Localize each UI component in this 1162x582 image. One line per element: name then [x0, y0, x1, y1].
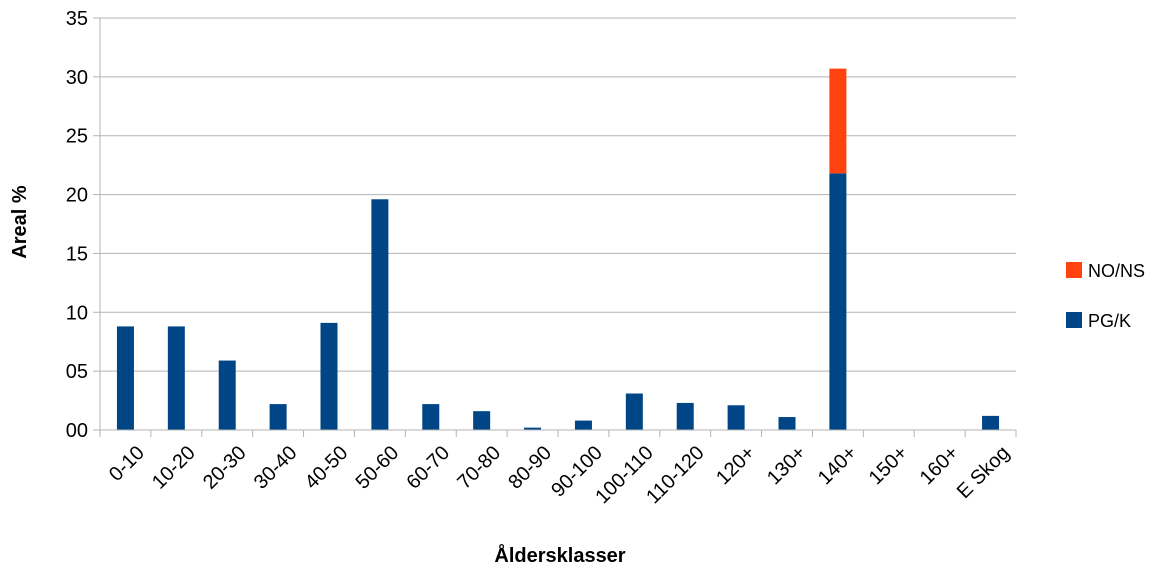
y-tick-label: 35 [66, 8, 88, 30]
x-tick-label: 50-60 [352, 442, 404, 494]
bar [727, 405, 745, 430]
bars [116, 68, 1000, 430]
x-tick-label: E Skog [953, 442, 1014, 503]
axes: 00 05 10 15 20 25 30 35 0-10 10-20 20-30 30-40 40-50… [66, 8, 1017, 508]
y-tick-label: 15 [66, 243, 88, 265]
x-tick-label: 150+ [865, 442, 912, 489]
x-tick-label: 10-20 [148, 442, 200, 494]
x-tick-label: 60-70 [402, 442, 454, 494]
bar [574, 420, 592, 430]
x-tick-label: 70-80 [453, 442, 505, 494]
bar [269, 404, 287, 430]
legend-swatch [1066, 312, 1082, 328]
bar [829, 173, 847, 430]
x-tick-label: 20-30 [199, 442, 251, 494]
y-tick-label: 20 [66, 185, 88, 207]
bar [167, 326, 185, 430]
x-tick-label: 130+ [763, 442, 810, 489]
bar [218, 360, 236, 430]
legend-swatch [1066, 262, 1082, 278]
y-tick-label: 10 [66, 302, 88, 324]
legend-label: NO/NS [1088, 261, 1145, 281]
legend-label: PG/K [1088, 311, 1131, 331]
bar [778, 417, 796, 430]
y-tick-label: 25 [66, 126, 88, 148]
x-tick-label: 30-40 [250, 442, 302, 494]
x-axis-title: Åldersklasser [494, 543, 625, 567]
legend: NO/NS PG/K [1066, 261, 1145, 331]
x-tick-label: 160+ [916, 442, 963, 489]
bar [982, 415, 1000, 430]
y-tick-label: 05 [66, 361, 88, 383]
y-tick-label: 30 [66, 67, 88, 89]
bar [524, 427, 542, 430]
bar [473, 411, 491, 430]
bar [829, 68, 847, 174]
bar [371, 199, 389, 430]
bar [116, 326, 134, 430]
x-tick-label: 140+ [814, 442, 861, 489]
bar [676, 402, 694, 430]
bar [320, 322, 338, 430]
y-axis-title: Areal % [9, 185, 31, 259]
y-tick-label: 00 [66, 420, 88, 442]
bar [625, 393, 643, 430]
x-tick-label: 120+ [712, 442, 759, 489]
gridlines [100, 17, 1016, 431]
x-tick-label: 110-120 [642, 442, 708, 508]
x-tick-label: 0-10 [105, 442, 149, 486]
x-tick-label: 40-50 [301, 442, 353, 494]
bar [422, 404, 440, 430]
